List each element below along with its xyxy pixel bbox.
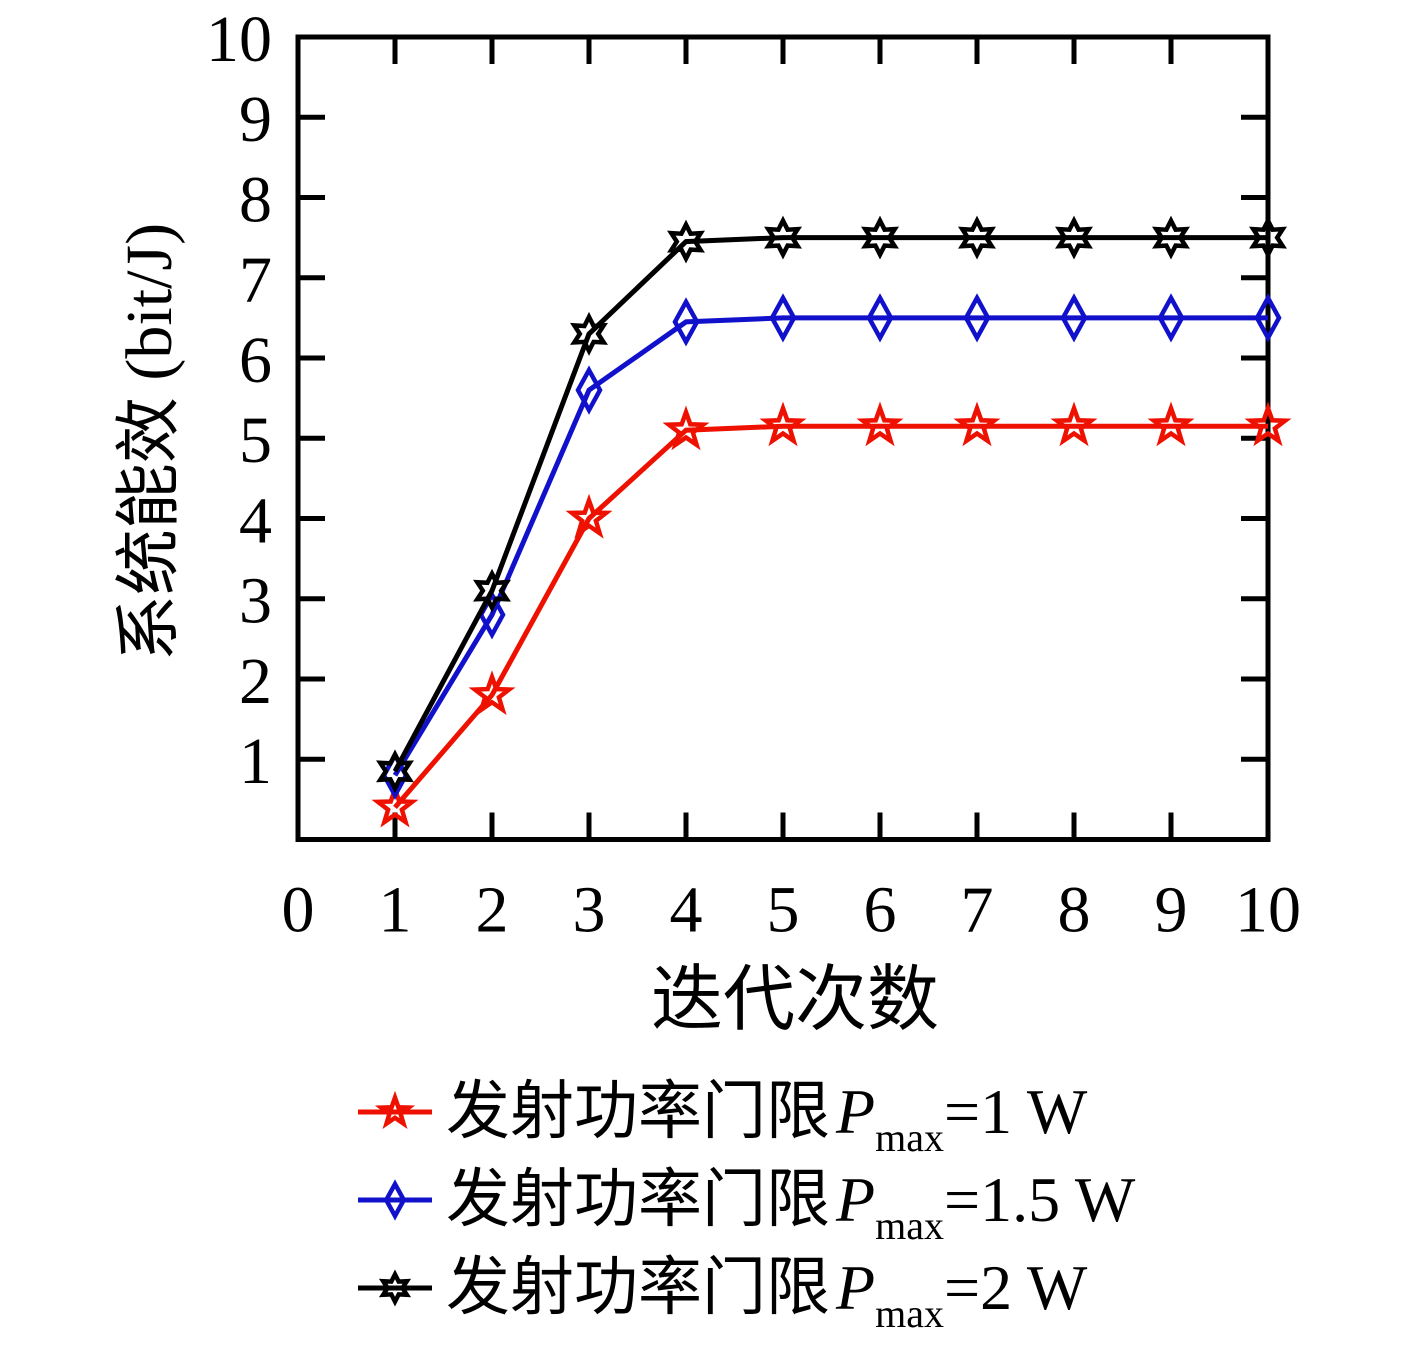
y-tick-label: 8 [239,163,272,236]
series-line [392,235,1268,773]
tick-marks [298,37,1268,840]
star5-marker-icon [759,401,807,447]
star6-marker-icon [957,215,997,260]
x-tick-label: 5 [767,874,800,947]
series-2 [376,215,1288,794]
star-marker-icon [358,1090,432,1130]
legend-item-pmax-1w: 发射功率门限Pmax=1 W [356,1068,1135,1160]
star5-marker-icon [856,401,904,447]
legend-label: 发射功率门限Pmax=2 W [446,1252,1088,1336]
star5-marker-icon [1050,401,1098,447]
diamond-marker-icon [1157,293,1185,343]
y-tick-label: 1 [239,725,272,798]
x-tick-label: 3 [573,874,606,947]
legend-label: 发射功率门限Pmax=1.5 W [446,1164,1136,1248]
star6-marker-icon [1248,215,1288,260]
x-tick-labels: 0 1 2 3 4 5 6 7 8 9 10 [282,874,1302,947]
star6-marker-icon [1151,215,1191,260]
star6-marker-icon [763,215,803,260]
plot-frame [295,34,1271,842]
diamond-marker-icon [358,1179,432,1221]
x-tick-label: 4 [670,874,703,947]
x-axis-label: 迭代次数 [650,960,939,1040]
legend: 发射功率门限Pmax=1 W 发射功率门限Pmax=1.5 W 发射功率门限Pm… [356,1068,1136,1336]
x-tick-label: 8 [1058,874,1091,947]
hexagram-marker-icon [358,1269,432,1307]
x-tick-label: 1 [379,874,412,947]
star5-marker-icon [953,401,1001,447]
y-tick-label: 6 [239,324,272,397]
star6-marker-icon [666,219,706,264]
x-tick-label: 2 [476,874,509,947]
diamond-marker-icon [575,365,603,415]
x-tick-label: 6 [864,874,897,947]
series-line [392,315,1268,777]
legend-item-pmax-2w: 发射功率门限Pmax=2 W [356,1244,1135,1336]
star5-marker-icon [662,405,710,451]
star5-marker-icon [1147,401,1195,447]
y-tick-label: 9 [239,83,272,156]
star5-marker-icon [1244,401,1292,447]
series-line [393,423,1268,810]
diamond-marker-icon [963,293,991,343]
y-tick-label: 4 [239,484,272,557]
x-tick-label: 9 [1155,874,1188,947]
series-1 [381,293,1282,800]
y-tick-label: 5 [239,404,272,477]
star6-marker-icon [1054,215,1094,260]
diamond-marker-icon [866,293,894,343]
diamond-marker-icon [1060,293,1088,343]
series-0 [371,401,1292,828]
diamond-marker-icon [769,293,797,343]
x-tick-label: 0 [282,874,315,947]
diamond-marker-icon [672,297,700,347]
star5-marker-icon [371,782,419,828]
x-tick-label: 7 [961,874,994,947]
y-tick-label: 10 [206,3,272,76]
diamond-marker-icon [1254,293,1282,343]
star6-marker-icon [860,215,900,260]
y-tick-label: 7 [239,244,272,317]
x-tick-label: 10 [1235,874,1301,947]
star5-marker-icon [468,670,516,716]
legend-item-pmax-1p5w: 发射功率门限Pmax=1.5 W [356,1156,1136,1248]
legend-label: 发射功率门限Pmax=1 W [446,1076,1088,1160]
star5-marker-icon [565,493,613,539]
y-tick-label: 2 [239,645,272,718]
y-tick-label: 3 [239,565,272,638]
y-axis-label: 系统能效 (bit/J) [113,222,186,662]
diamond-marker-icon [381,750,409,800]
star6-marker-icon [472,568,512,613]
star6-marker-icon [376,749,414,794]
star6-marker-icon [569,311,609,356]
